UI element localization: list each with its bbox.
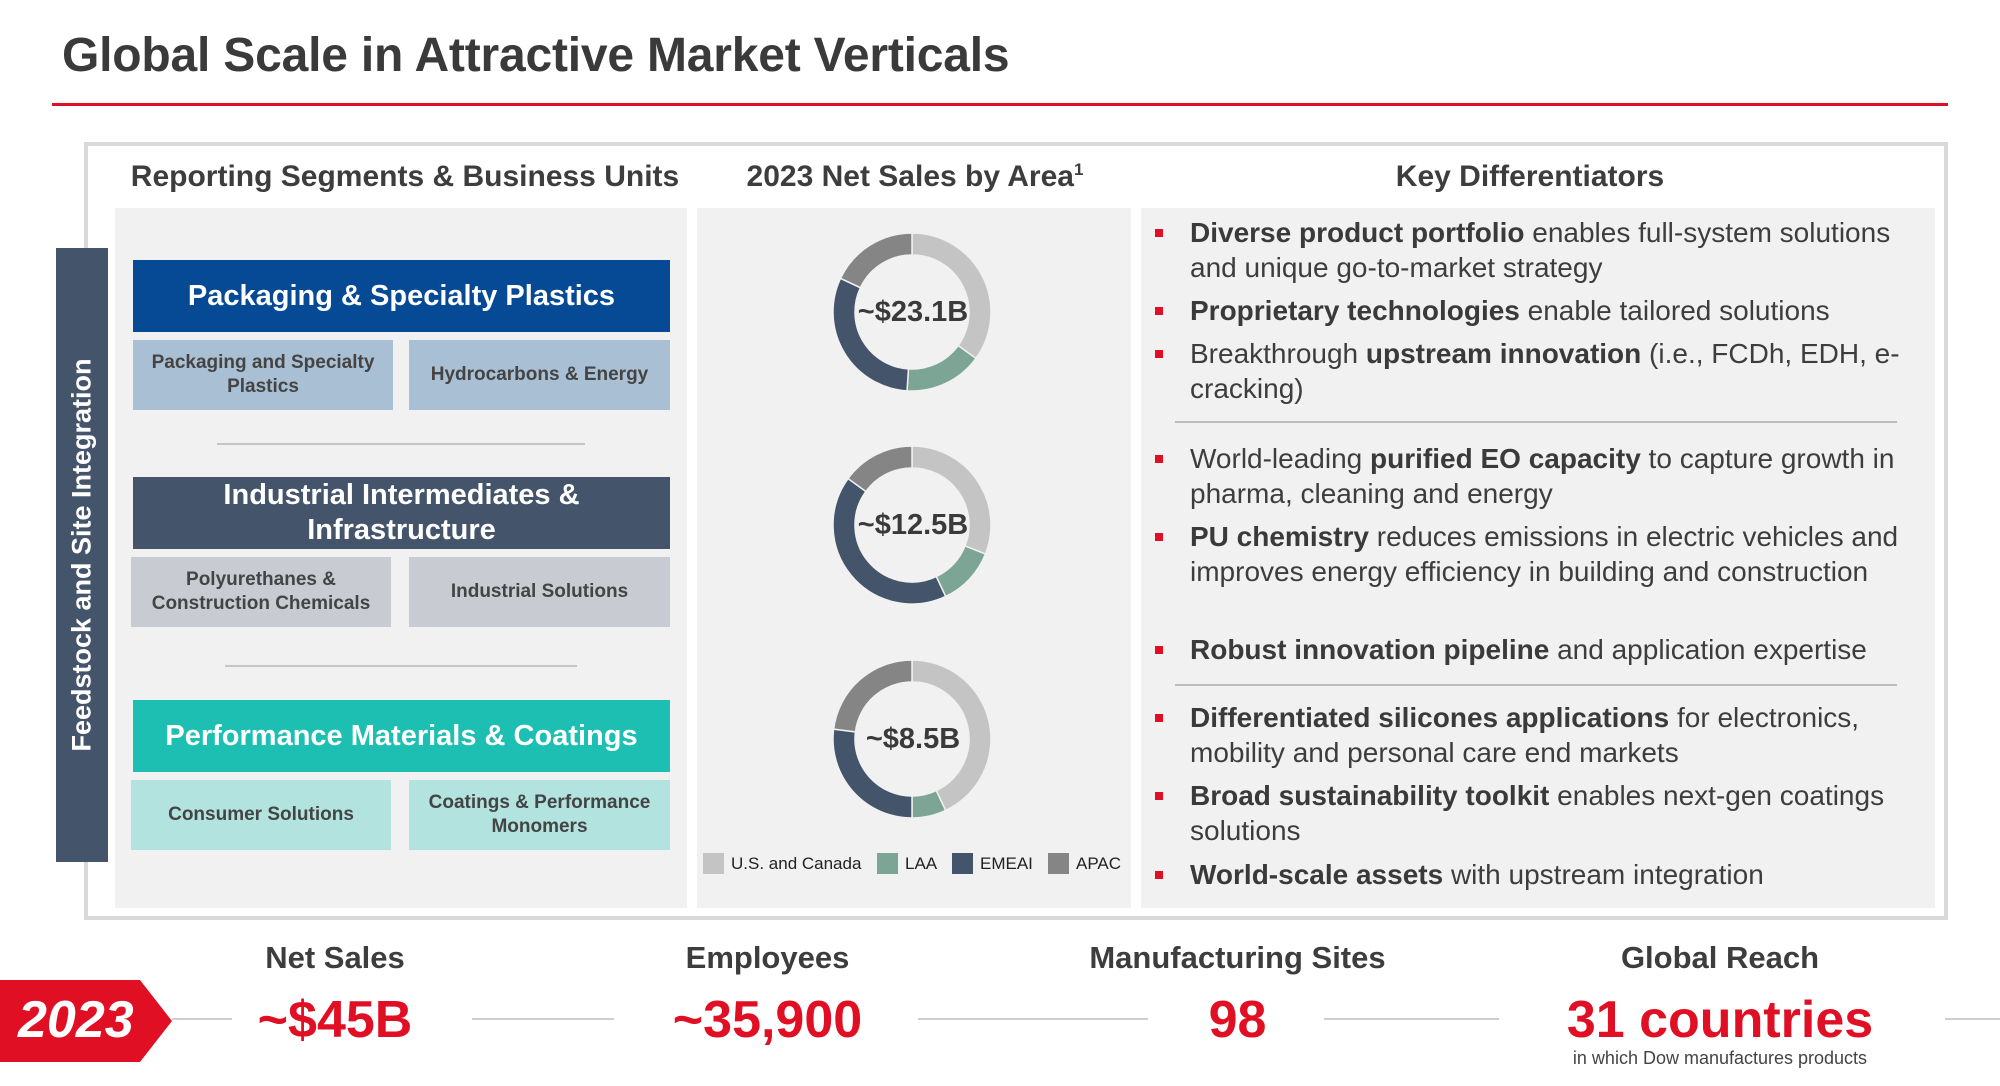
segment-header-industrial: Industrial Intermediates & Infrastructur… xyxy=(133,477,670,549)
stat-connector xyxy=(172,1018,232,1020)
donut-2-slice-apac xyxy=(847,445,913,493)
differentiator-item: PU chemistry reduces emissions in electr… xyxy=(1155,519,1925,589)
business-unit-coatings-monomers: Coatings & Performance Monomers xyxy=(409,780,670,850)
segment-divider xyxy=(225,665,577,667)
differentiator-item: Breakthrough upstream innovation (i.e., … xyxy=(1155,336,1925,406)
differentiator-item: Diverse product portfolio enables full-s… xyxy=(1155,215,1925,285)
business-unit-packaging-specialty-plastics: Packaging and Specialty Plastics xyxy=(133,340,393,410)
year-arrow-badge xyxy=(0,980,172,1062)
bullet-icon xyxy=(1155,871,1163,879)
legend-item-emeai: EMEAI xyxy=(952,853,1033,874)
segments-column-header: Reporting Segments & Business Units xyxy=(130,160,680,193)
title-divider xyxy=(52,103,1948,106)
page-title: Global Scale in Attractive Market Vertic… xyxy=(62,29,1010,82)
differentiator-item: Proprietary technologies enable tailored… xyxy=(1155,293,1925,328)
bullet-icon xyxy=(1155,229,1163,237)
differentiator-item: Differentiated silicones applications fo… xyxy=(1155,700,1925,770)
business-unit-hydrocarbons-energy: Hydrocarbons & Energy xyxy=(409,340,670,410)
side-label-text: Feedstock and Site Integration xyxy=(66,358,97,752)
stat-connector xyxy=(1945,1018,2000,1020)
segment-header-packaging: Packaging & Specialty Plastics xyxy=(133,260,670,332)
donut-2-slice-emeai xyxy=(832,477,947,605)
business-unit-polyurethanes: Polyurethanes & Construction Chemicals xyxy=(131,557,391,627)
business-unit-industrial-solutions: Industrial Solutions xyxy=(409,557,670,627)
bullet-icon xyxy=(1155,455,1163,463)
legend-swatch xyxy=(703,853,724,874)
differentiator-item: Broad sustainability toolkit enables nex… xyxy=(1155,778,1925,848)
stat-value-global-reach: 31 countries xyxy=(1566,991,1874,1049)
segment-header-performance: Performance Materials & Coatings xyxy=(133,700,670,772)
donut-label-packaging: ~$23.1B xyxy=(857,296,969,328)
legend-item-us-canada: U.S. and Canada xyxy=(703,853,861,874)
differentiators-panel xyxy=(1141,208,1935,908)
bullet-icon xyxy=(1155,792,1163,800)
donut-1-slice-laa xyxy=(906,344,977,392)
bullet-icon xyxy=(1155,307,1163,315)
donut-label-performance: ~$8.5B xyxy=(865,723,961,755)
stat-connector xyxy=(918,1018,1148,1020)
legend-item-laa: LAA xyxy=(877,853,937,874)
stat-value-employees: ~35,900 xyxy=(672,991,863,1049)
differentiators-column-header: Key Differentiators xyxy=(1395,160,1665,193)
bullet-icon xyxy=(1155,533,1163,541)
stat-connector xyxy=(1324,1018,1499,1020)
differentiator-divider xyxy=(1175,421,1897,423)
net-sales-panel xyxy=(697,208,1131,908)
net-sales-column-header: 2023 Net Sales by Area1 xyxy=(746,160,1084,193)
differentiator-divider xyxy=(1175,684,1897,686)
stat-value-net-sales: ~$45B xyxy=(257,991,413,1049)
bullet-icon xyxy=(1155,646,1163,654)
segment-divider xyxy=(217,443,585,445)
stat-label-net-sales: Net Sales xyxy=(265,940,405,975)
donut-1-slice-apac xyxy=(839,232,913,289)
legend-swatch xyxy=(952,853,973,874)
business-unit-consumer-solutions: Consumer Solutions xyxy=(131,780,391,850)
differentiator-item: World-scale assets with upstream integra… xyxy=(1155,857,1925,892)
donut-label-industrial: ~$12.5B xyxy=(857,509,969,541)
stat-value-manufacturing-sites: 98 xyxy=(1208,991,1267,1049)
stat-subtext-global-reach: in which Dow manufactures products xyxy=(1572,1048,1868,1068)
stat-label-global-reach: Global Reach xyxy=(1620,940,1820,975)
legend-swatch xyxy=(1048,853,1069,874)
stat-label-employees: Employees xyxy=(685,940,850,975)
differentiator-item: World-leading purified EO capacity to ca… xyxy=(1155,441,1925,511)
stat-label-manufacturing-sites: Manufacturing Sites xyxy=(1089,940,1386,975)
bullet-icon xyxy=(1155,350,1163,358)
donut-3-slice-apac xyxy=(832,659,913,733)
side-label-bar xyxy=(56,248,108,862)
bullet-icon xyxy=(1155,714,1163,722)
differentiator-item: Robust innovation pipeline and applicati… xyxy=(1155,632,1925,667)
donut-2-slice-laa xyxy=(935,545,987,598)
stat-connector xyxy=(472,1018,614,1020)
year-label: 2023 xyxy=(18,991,134,1049)
legend-swatch xyxy=(877,853,898,874)
net-sales-donut-charts xyxy=(832,232,992,819)
legend-item-apac: APAC xyxy=(1048,853,1121,874)
